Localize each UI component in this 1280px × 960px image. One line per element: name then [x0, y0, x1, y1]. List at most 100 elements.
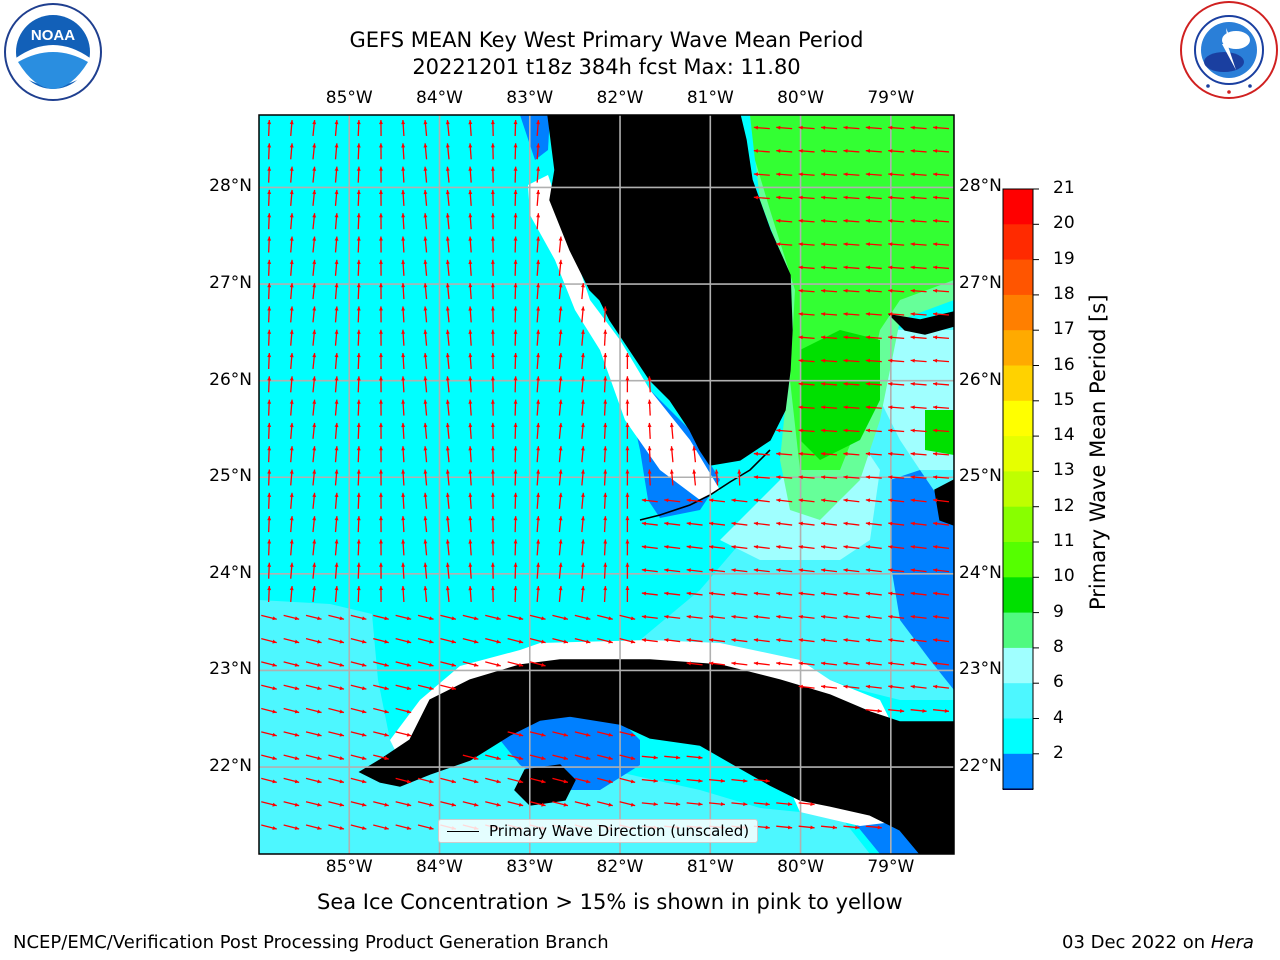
wave-arrow [289, 166, 294, 183]
wave-arrow [932, 638, 950, 643]
wave-arrow [798, 405, 815, 410]
wave-arrow [312, 446, 317, 463]
wave-arrow [267, 585, 272, 603]
wave-arrow [423, 376, 428, 393]
wave-arrow [536, 469, 541, 486]
wave-arrow [395, 637, 412, 644]
ocean-field-11-12s [800, 330, 880, 460]
wave-arrow [776, 218, 793, 223]
wave-arrow [267, 352, 272, 370]
wave-arrow [536, 399, 541, 416]
wave-arrow [356, 469, 361, 486]
wave-arrow [888, 172, 905, 177]
colorbar-segment-1 [1003, 224, 1033, 261]
wave-arrow [468, 516, 473, 533]
wave-arrow [843, 358, 860, 363]
wave-arrow [865, 568, 882, 573]
wave-arrow [558, 446, 563, 463]
lat-tick-left-2: 26°N [209, 369, 252, 390]
wave-arrow [625, 376, 630, 393]
wave-arrow [536, 213, 541, 230]
lat-tick-left-3: 25°N [209, 466, 252, 487]
wave-arrow [708, 544, 726, 550]
wave-arrow [401, 376, 406, 393]
wave-arrow [597, 777, 613, 784]
wave-arrow [888, 661, 905, 666]
wave-arrow [328, 777, 345, 784]
lat-tick-left-6: 22°N [209, 756, 252, 777]
wave-arrow [356, 376, 361, 393]
lon-tick-bottom-0: 85°W [325, 857, 373, 877]
wave-arrow [267, 189, 272, 206]
wave-arrow [552, 731, 569, 737]
wave-arrow [379, 329, 383, 346]
wave-arrow [843, 661, 860, 666]
wave-arrow [283, 637, 300, 644]
wave-arrow [753, 638, 770, 643]
wave-arrow [312, 259, 317, 276]
wave-arrow [798, 242, 815, 247]
wave-arrow [507, 777, 524, 784]
wave-arrow [267, 376, 272, 393]
wave-arrow [603, 469, 608, 486]
wave-arrow [305, 731, 322, 737]
colorbar-tick-0: 21 [1053, 178, 1075, 198]
wave-arrow [910, 218, 927, 223]
wave-arrow [776, 544, 793, 550]
wave-arrow [283, 684, 300, 691]
wave-arrow [552, 614, 569, 621]
wave-arrow [373, 731, 389, 737]
wave-arrow [350, 614, 367, 621]
wave-arrow [888, 265, 905, 270]
wave-arrow [910, 708, 927, 713]
wave-arrow [686, 802, 703, 807]
wave-arrow [641, 778, 658, 783]
wave-arrow [334, 516, 339, 533]
wave-arrow [395, 684, 412, 691]
wave-arrow [708, 568, 726, 573]
wave-arrow [401, 539, 406, 556]
wave-arrow [865, 521, 882, 526]
wave-arrow [267, 236, 272, 253]
wave-arrow [647, 376, 652, 393]
wave-arrow [490, 376, 495, 393]
wave-arrow [507, 754, 524, 760]
chart-title-line1: GEFS MEAN Key West Primary Wave Mean Per… [349, 28, 864, 52]
wave-arrow [468, 329, 473, 346]
wave-arrow [888, 218, 905, 223]
lon-tick-top-2: 83°W [506, 88, 554, 108]
wave-arrow [910, 382, 927, 386]
wave-arrow [334, 422, 339, 439]
wave-arrow [423, 166, 428, 183]
wave-arrow [536, 119, 541, 137]
lat-tick-right-6: 22°N [959, 756, 1002, 777]
wave-arrow [379, 399, 383, 416]
wave-arrow [865, 661, 882, 666]
wave-arrow [350, 661, 367, 667]
wave-arrow [843, 312, 860, 317]
wave-arrow [669, 422, 674, 439]
wave-arrow [423, 562, 428, 579]
wave-arrow [283, 614, 300, 621]
wave-arrow [445, 492, 450, 509]
wave-arrow [664, 498, 681, 503]
wave-arrow [820, 638, 838, 643]
wave-arrow [536, 422, 541, 439]
wave-arrow [910, 568, 927, 573]
wave-arrow [423, 259, 428, 276]
wave-arrow [267, 166, 272, 183]
wave-arrow [798, 265, 815, 270]
wave-arrow [932, 358, 950, 363]
colorbar-segment-12 [1003, 612, 1033, 649]
wave-arrow [641, 614, 658, 619]
wave-arrow [423, 189, 428, 206]
wave-arrow [558, 539, 563, 556]
wave-arrow [843, 149, 860, 153]
wave-arrow [356, 352, 361, 370]
wave-arrow [753, 521, 770, 526]
wave-arrow [558, 376, 563, 393]
lat-tick-left-4: 24°N [209, 562, 252, 583]
wave-arrow [401, 399, 406, 416]
wave-arrow [445, 329, 450, 346]
wave-arrow [440, 777, 457, 784]
